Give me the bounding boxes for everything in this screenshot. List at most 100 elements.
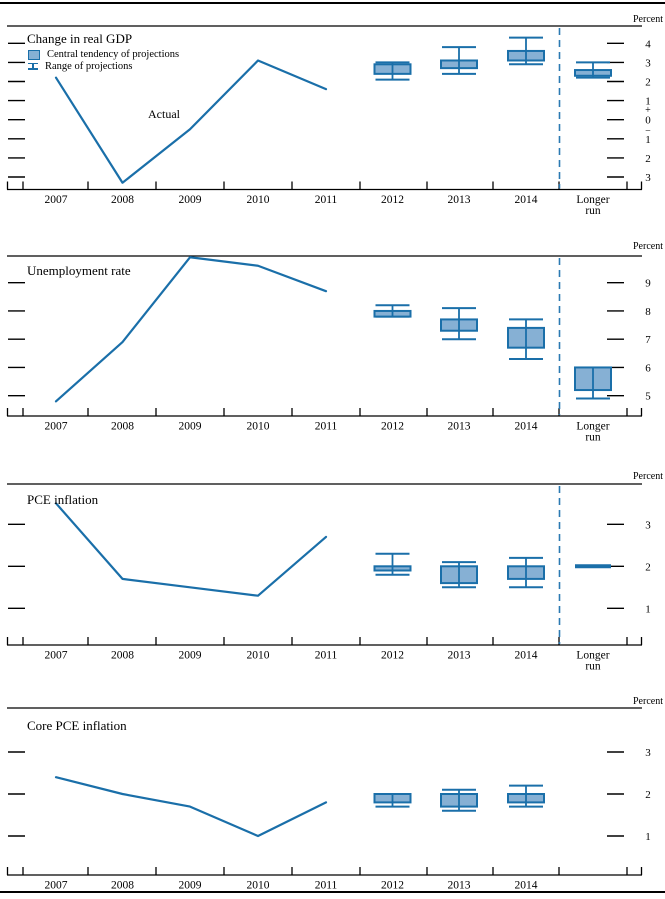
- central-tendency-box: [507, 326, 545, 349]
- projection-2014: [507, 784, 545, 808]
- ytick-label: 1: [645, 96, 651, 108]
- ytick-label: 9: [645, 278, 651, 290]
- year-label-2009: 2009: [179, 880, 202, 892]
- central-tendency-box: [373, 63, 412, 75]
- ytick-label: 2: [645, 77, 651, 89]
- year-label-2013: 2013: [448, 650, 471, 662]
- projection-longer-run: [574, 366, 612, 400]
- projection-2012: [373, 793, 412, 808]
- year-label-2014: 2014: [515, 650, 538, 662]
- central-tendency-box: [507, 49, 545, 62]
- year-label-2012: 2012: [381, 194, 404, 206]
- minus-sign-marker: −: [645, 126, 651, 137]
- year-label-2007: 2007: [45, 194, 68, 206]
- year-label-2008: 2008: [111, 880, 134, 892]
- central-tendency-box: [373, 565, 412, 572]
- ytick-label: 3: [645, 57, 651, 69]
- year-label-2011: 2011: [315, 421, 338, 433]
- ytick-label: 2: [645, 153, 651, 165]
- projection-2014: [507, 556, 545, 589]
- panel-svg-2: 3 2 1 2007 2008 2009 2010 2011 2012 2013 2014 Longe…: [6, 483, 651, 673]
- year-label-2008: 2008: [111, 194, 134, 206]
- actual-annotation: Actual: [148, 107, 180, 121]
- projection-2012: [373, 552, 412, 576]
- year-label-2010: 2010: [247, 880, 270, 892]
- panel-svg-3: 3 2 1 2007 2008 2009 2010 2011 2012 2013 2014: [6, 707, 651, 892]
- panel-svg-1: 9 8 7 6 5 2007 2008 2009 2010 2011 2012 2013 2014 Lon…: [6, 255, 651, 444]
- year-label-2010: 2010: [247, 650, 270, 662]
- actual-line: [54, 502, 328, 597]
- legend-central-tendency: Central tendency of projections: [28, 49, 179, 60]
- year-label-2008: 2008: [111, 650, 134, 662]
- central-tendency-box-icon: [28, 49, 40, 60]
- ytick-label: 7: [645, 334, 651, 346]
- ytick-label: 1: [645, 603, 651, 615]
- projection-2013: [440, 561, 478, 589]
- year-label-2008: 2008: [111, 421, 134, 433]
- year-label-2013: 2013: [448, 194, 471, 206]
- legend-range-label: Range of projections: [45, 60, 133, 72]
- year-label-2010: 2010: [247, 194, 270, 206]
- longer-run-label: run: [585, 661, 601, 673]
- central-tendency-box: [373, 793, 412, 804]
- central-tendency-box: [440, 59, 478, 70]
- ytick-label: 0: [645, 115, 651, 127]
- actual-line: [54, 59, 328, 184]
- year-label-2010: 2010: [247, 421, 270, 433]
- plus-sign-marker: +: [645, 105, 651, 116]
- projection-2013: [440, 307, 478, 341]
- central-tendency-box: [373, 309, 412, 318]
- central-tendency-box: [440, 565, 478, 585]
- panel-title-unemployment: Unemployment rate: [27, 263, 131, 278]
- year-label-2014: 2014: [515, 194, 538, 206]
- year-label-2009: 2009: [179, 650, 202, 662]
- year-label-2007: 2007: [45, 650, 68, 662]
- longer-run-label: run: [585, 432, 601, 444]
- year-label-2007: 2007: [45, 421, 68, 433]
- year-label-2012: 2012: [381, 421, 404, 433]
- projection-2012: [373, 61, 412, 81]
- central-tendency-box: [507, 793, 545, 804]
- year-label-2013: 2013: [448, 421, 471, 433]
- panel-title-core-pce: Core PCE inflation: [27, 718, 127, 733]
- ytick-label: 3: [645, 172, 651, 184]
- year-label-2007: 2007: [45, 880, 68, 892]
- central-tendency-box: [574, 69, 612, 77]
- legend-range: Range of projections: [28, 61, 132, 72]
- central-tendency-box: [440, 793, 478, 808]
- panel-core-pce-inflation: 3 2 1 2007 2008 2009 2010 2011 2012 2013 2014 Perc…: [0, 682, 665, 899]
- ytick-label: 1: [645, 831, 651, 843]
- longer-run-label: Longer: [576, 650, 609, 662]
- year-label-2014: 2014: [515, 880, 538, 892]
- ytick-label: 4: [645, 38, 651, 50]
- year-label-2009: 2009: [179, 421, 202, 433]
- percent-label: Percent: [633, 241, 663, 252]
- year-label-2013: 2013: [448, 880, 471, 892]
- ytick-label: 1: [645, 134, 651, 146]
- projection-longer-run: [574, 61, 612, 79]
- year-label-2012: 2012: [381, 650, 404, 662]
- ytick-label: 2: [645, 789, 651, 801]
- actual-line: [54, 256, 328, 403]
- ytick-label: 8: [645, 306, 651, 318]
- longer-run-label: run: [585, 205, 601, 217]
- projection-2014: [507, 318, 545, 360]
- year-label-2011: 2011: [315, 880, 338, 892]
- projection-2013: [440, 788, 478, 812]
- year-label-2011: 2011: [315, 650, 338, 662]
- percent-label: Percent: [633, 14, 663, 25]
- year-label-2014: 2014: [515, 421, 538, 433]
- legend-central-tendency-label: Central tendency of projections: [47, 49, 180, 60]
- percent-label: Percent: [633, 696, 663, 707]
- panel-title-gdp: Change in real GDP: [27, 31, 133, 46]
- bottom-rule: [0, 890, 665, 893]
- central-tendency-box: [507, 565, 545, 580]
- central-tendency-box: [440, 318, 478, 332]
- panel-unemployment: 9 8 7 6 5 2007 2008 2009 2010 2011 2012 2013 2014 Lon…: [0, 230, 665, 460]
- ytick-label: 2: [645, 561, 651, 573]
- actual-line: [54, 776, 328, 838]
- panel-pce-inflation: 3 2 1 2007 2008 2009 2010 2011 2012 2013 2014 Longe…: [0, 460, 665, 682]
- ytick-label: 6: [645, 362, 651, 374]
- projection-2014: [507, 36, 545, 66]
- range-whisker-icon: [28, 62, 38, 70]
